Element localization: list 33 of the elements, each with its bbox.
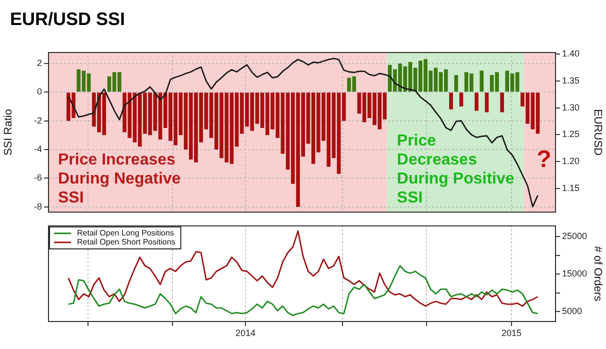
- y2-tick-label: 1.20: [562, 156, 580, 166]
- y2-tick-label: 1.40: [562, 48, 580, 59]
- bar: [474, 92, 478, 111]
- y-axis-title: SSI Ratio: [2, 109, 15, 156]
- bar: [449, 92, 453, 110]
- y2-tick-label: 25000: [562, 231, 588, 242]
- x-tick-label: 2014: [236, 328, 256, 338]
- y2-tick-label: 5000: [562, 306, 582, 316]
- bar: [484, 92, 489, 112]
- bar: [500, 92, 504, 112]
- y2-axis-title: EURUSD: [591, 109, 604, 156]
- y2-tick-label: 1.35: [562, 75, 580, 86]
- y2-tick-label: 1.30: [562, 102, 580, 112]
- y2-tick-label: 15000: [562, 268, 588, 279]
- legend-label: Retail Open Short Positions: [77, 238, 176, 247]
- y-tick-label: -2: [34, 115, 42, 126]
- annotation: ?: [536, 146, 552, 174]
- y-tick-label: 2: [36, 58, 42, 68]
- bar: [459, 92, 464, 106]
- bar: [454, 74, 458, 92]
- y2-tick-label: 1.15: [562, 182, 580, 193]
- y2-tick-label: 1.25: [562, 129, 580, 140]
- x-tick-label: 2015: [502, 328, 522, 338]
- y-tick-label: -8: [34, 201, 42, 212]
- bar: [480, 70, 484, 92]
- y-tick-label: 0: [36, 86, 42, 97]
- y2-axis-title: # of Orders: [591, 246, 604, 302]
- y-tick-label: -6: [34, 172, 42, 183]
- y-tick-label: -4: [34, 144, 42, 154]
- band-label: Price Increases During Negative SSI: [58, 152, 181, 207]
- chart-title: EUR/USD SSI: [10, 9, 126, 30]
- legend-label: Retail Open Long Positions: [77, 228, 174, 238]
- band-label: Price Decreases During Positive SSI: [396, 132, 514, 207]
